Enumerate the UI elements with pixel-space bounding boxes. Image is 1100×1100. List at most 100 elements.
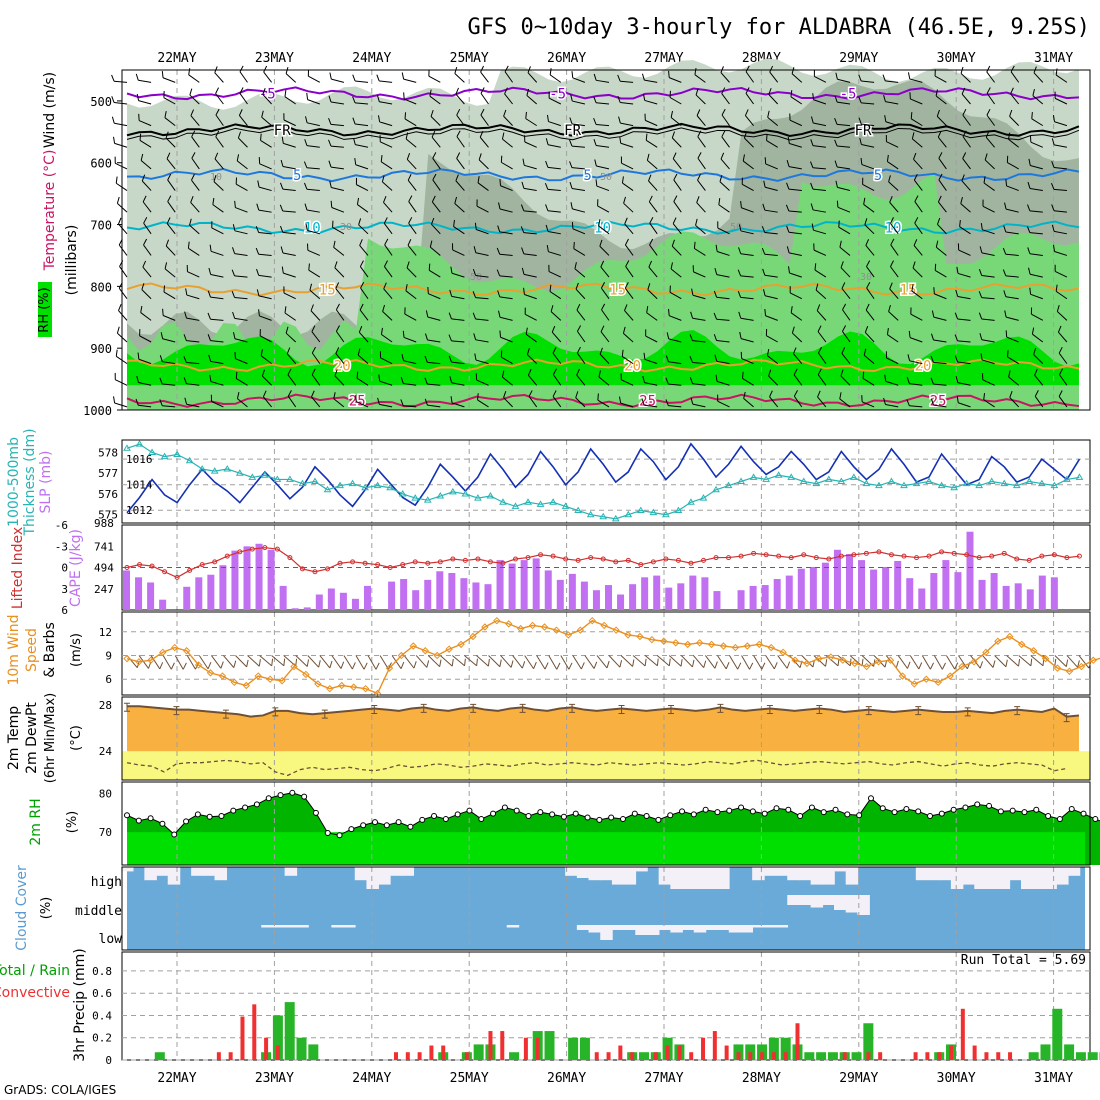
wind-barb-staff (189, 94, 200, 105)
wind-barb-staff (839, 246, 851, 256)
wind-barb (528, 390, 538, 408)
cloud-high-bar (214, 867, 228, 881)
wind-barb (165, 131, 176, 148)
wind-barb-staff (576, 374, 586, 386)
wind-barb-feather (552, 368, 557, 375)
wind-barb-feather (118, 304, 122, 311)
date-label-bottom: 31MAY (1034, 1071, 1073, 1086)
thickness-marker (235, 469, 244, 476)
wind-barb-feather (858, 96, 862, 104)
wind-barb-staff (596, 123, 610, 127)
wind-barb-staff (456, 136, 465, 148)
wind-barb-staff (162, 405, 176, 408)
precip-frame (121, 951, 1091, 1061)
wind-barb-feather (334, 369, 338, 377)
precip-tick: 0.4 (92, 1009, 112, 1022)
isotherm-label: 15 (609, 282, 626, 298)
wind-barb-staff (431, 201, 441, 213)
surface-wind-barb-feather (233, 660, 237, 668)
wind-barb-staff (572, 100, 586, 105)
wind-barb (210, 394, 224, 408)
thickness-marker (286, 475, 294, 482)
rh2m-marker (242, 804, 249, 811)
surface-wind-barb (536, 655, 549, 670)
wind-speed-marker (731, 643, 740, 652)
wind-barb-staff (599, 245, 610, 256)
wind-barb (764, 157, 778, 170)
wind-barb-feather (191, 152, 196, 159)
wind-barb-feather (955, 376, 959, 383)
wind-barb (1055, 68, 1068, 83)
wind-barb-staff (812, 145, 826, 148)
surface-wind-barb-staff (319, 655, 331, 669)
wind-barb-feather (814, 263, 817, 271)
wind-barb (841, 347, 851, 364)
wind-barb-staff (571, 188, 585, 192)
wind-barb-staff (745, 93, 755, 105)
lifted-index-marker (738, 553, 744, 559)
wind-barb-feather (501, 370, 505, 378)
cloud-high-bar (121, 867, 134, 872)
precip-convective-bar (393, 1052, 398, 1060)
date-label-top: 25MAY (450, 51, 489, 66)
wind-barb-staff (620, 142, 634, 148)
wind-barb-feather (257, 180, 260, 188)
wind-barb (863, 197, 875, 213)
wind-barb (159, 399, 176, 408)
wind-barb-staff (1029, 253, 1043, 256)
thickness-marker (799, 477, 808, 484)
wind-barb-staff (379, 121, 393, 127)
wind-barb (956, 266, 971, 278)
wind-barb (236, 154, 248, 170)
precip-convective-bar (535, 1037, 540, 1060)
wind-speed-marker (636, 632, 644, 641)
wind-barb-staff (1030, 273, 1043, 278)
wind-barb (665, 377, 682, 386)
wind-barb (138, 113, 152, 127)
surface-wind-barb-staff (259, 655, 273, 667)
wind-barb (523, 287, 537, 300)
wind-barb-staff (933, 316, 947, 321)
wind-barb-feather (978, 291, 983, 298)
wind-barb-feather (474, 353, 477, 361)
wind-barb-feather (456, 108, 461, 116)
isotherm-line (126, 127, 1080, 141)
rh2m-marker (513, 807, 520, 814)
thickness-marker (987, 477, 996, 484)
wind-barb-staff (1059, 374, 1068, 386)
wind-barb-staff (1029, 210, 1043, 213)
wind-barb-feather (817, 390, 821, 398)
surface-wind-barb (897, 655, 911, 669)
surface-wind-barb (861, 655, 876, 667)
wind-barb (978, 312, 995, 321)
wind-speed-marker (361, 684, 370, 693)
wind-speed-marker (397, 651, 406, 660)
wind-barb (694, 67, 706, 83)
wind-barb-staff (234, 275, 248, 278)
wind-barb-feather (955, 289, 959, 297)
wind-barb-staff (480, 71, 489, 83)
wind-barb (576, 303, 586, 321)
precip-convective-bar (760, 1052, 765, 1060)
wind-barb-feather (407, 174, 412, 181)
precip-convective-bar (264, 1037, 269, 1060)
cape-bar (159, 599, 167, 610)
surface-wind-barb (921, 655, 935, 670)
wind-speed-marker (612, 626, 620, 634)
surface-wind-barb-staff (391, 655, 402, 669)
wind-barb-staff (138, 358, 152, 365)
wind-barb (890, 217, 899, 235)
wind-barb-staff (335, 309, 345, 321)
wind-barb (641, 73, 658, 83)
wind-speed-marker (755, 640, 763, 649)
wind-barb (524, 135, 537, 148)
rh2m-marker (1068, 806, 1075, 813)
wind-barb (474, 353, 489, 365)
wind-barb-staff (1009, 115, 1020, 126)
wind-barb (285, 66, 297, 83)
wind-barb-staff (721, 93, 730, 105)
wind-tick: 12 (99, 626, 112, 639)
wind-barb (333, 240, 345, 256)
wind-barb-staff (575, 288, 586, 300)
wind-barb-staff (984, 159, 995, 170)
